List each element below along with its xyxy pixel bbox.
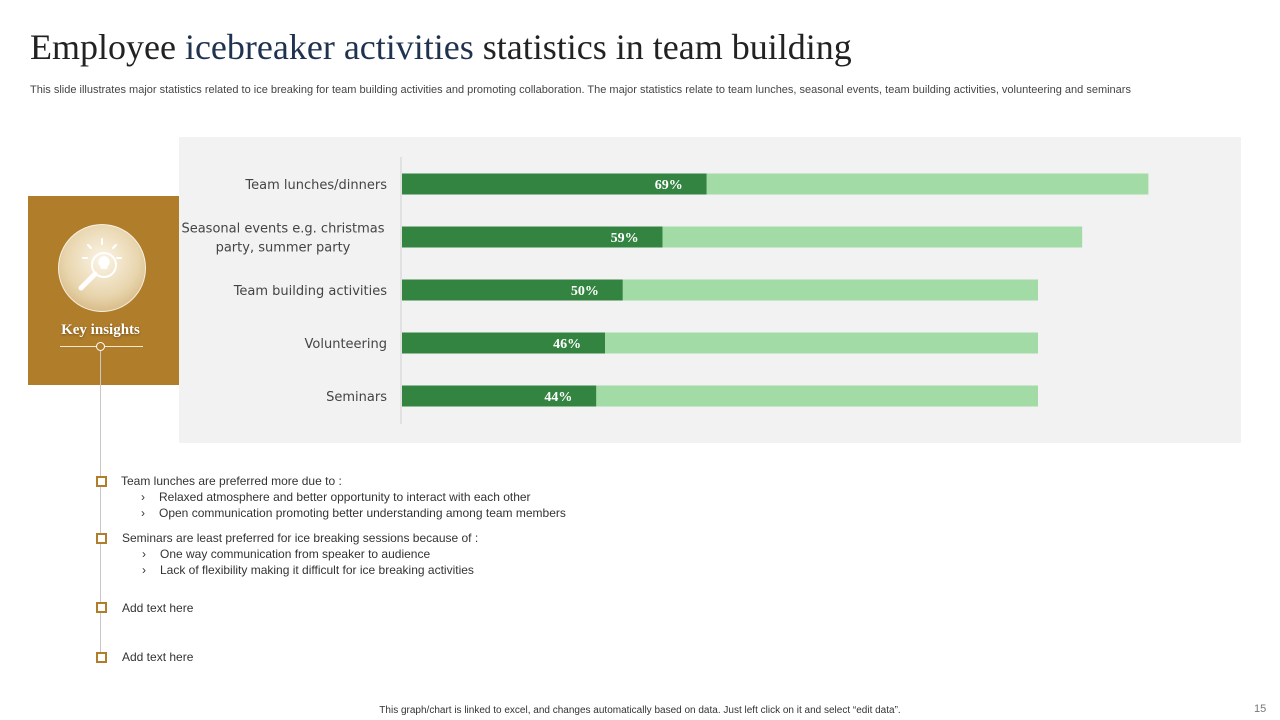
title-part-3: statistics in team building: [482, 27, 852, 67]
timeline-dot: [96, 342, 105, 351]
page-number: 15: [1254, 703, 1267, 715]
category-label-line: Seasonal events e.g. christmas: [181, 222, 384, 237]
sub-bullet-text: Open communication promoting better unde…: [159, 506, 566, 520]
footer-note: This graph/chart is linked to excel, and…: [379, 705, 901, 716]
category-label-1: Team lunches/dinners: [244, 178, 387, 193]
timeline-connector: [100, 347, 101, 662]
data-label-4: 46%: [553, 337, 581, 352]
category-label-line: Team lunches/dinners: [244, 178, 387, 193]
data-label-3: 50%: [571, 284, 599, 299]
bullet-2-text: Seminars are least preferred for ice bre…: [122, 531, 479, 545]
category-label-line: Volunteering: [305, 337, 387, 352]
sub-bullet-chevron: ›: [142, 563, 146, 577]
sub-bullet-1-1: › Relaxed atmosphere and better opportuni…: [141, 490, 531, 504]
bar-remainder-5[interactable]: [596, 385, 1038, 407]
bar-remainder-2[interactable]: [662, 226, 1083, 248]
data-label-1: 69%: [655, 178, 683, 193]
bar-share-1[interactable]: [402, 173, 707, 195]
sub-bullet-chevron: ›: [141, 506, 145, 520]
bullet-1-text: Team lunches are preferred more due to :: [121, 474, 342, 488]
bar-share-2[interactable]: [402, 226, 663, 248]
lightbulb-magnifier-graphic: [78, 238, 122, 291]
category-label-3: Team building activities: [233, 284, 388, 299]
category-label-line: party, summer party: [216, 241, 351, 256]
category-label-5: Seminars: [326, 390, 387, 405]
category-label-line: Seminars: [326, 390, 387, 405]
data-label-5: 44%: [544, 390, 572, 405]
sub-bullet-text: Relaxed atmosphere and better opportunit…: [159, 490, 531, 504]
lightbulb-magnifier-icon: [58, 224, 146, 312]
bar-share-5[interactable]: [402, 385, 597, 407]
chart-panel[interactable]: 69% Team lunches/dinners 59% Seasonal event…: [179, 137, 1241, 443]
sub-bullet-2-1: › One way communication from speaker to a…: [142, 547, 430, 561]
category-label-2: Seasonal events e.g. christmas party, sum…: [181, 222, 384, 256]
bullet-3-text[interactable]: Add text here: [122, 601, 194, 615]
slide-subtitle: This slide illustrates major statistics …: [30, 84, 1131, 96]
key-insights-box: Key insights: [28, 196, 179, 385]
bullet-marker-4: [96, 652, 107, 663]
page-title: Employee icebreaker activities statistic…: [30, 26, 852, 68]
key-insights-label: Key insights: [61, 322, 140, 338]
sub-bullet-text: One way communication from speaker to au…: [160, 547, 431, 561]
sub-bullet-text: Lack of flexibility making it difficult …: [160, 563, 474, 577]
bar-share-3[interactable]: [402, 279, 623, 301]
title-part-1: Employee: [30, 27, 176, 67]
bar-share-4[interactable]: [402, 332, 606, 354]
sub-bullet-1-2: › Open communication promoting better und…: [141, 506, 566, 520]
bar-remainder-4[interactable]: [605, 332, 1038, 354]
category-label-4: Volunteering: [305, 337, 387, 352]
data-label-2: 59%: [611, 231, 639, 246]
bullet-marker-1: [96, 476, 107, 487]
sub-bullet-chevron: ›: [142, 547, 146, 561]
bullet-marker-2: [96, 533, 107, 544]
title-part-2: icebreaker activities: [184, 27, 474, 67]
sub-bullet-2-2: › Lack of flexibility making it difficult…: [142, 563, 474, 577]
bar-chart[interactable]: 69% Team lunches/dinners 59% Seasonal event…: [179, 137, 1241, 443]
sub-bullet-chevron: ›: [141, 490, 145, 504]
category-label-line: Team building activities: [233, 284, 388, 299]
bullet-marker-3: [96, 602, 107, 613]
bullet-4-text[interactable]: Add text here: [122, 650, 194, 664]
bar-remainder-3[interactable]: [622, 279, 1038, 301]
bar-remainder-1[interactable]: [706, 173, 1149, 195]
